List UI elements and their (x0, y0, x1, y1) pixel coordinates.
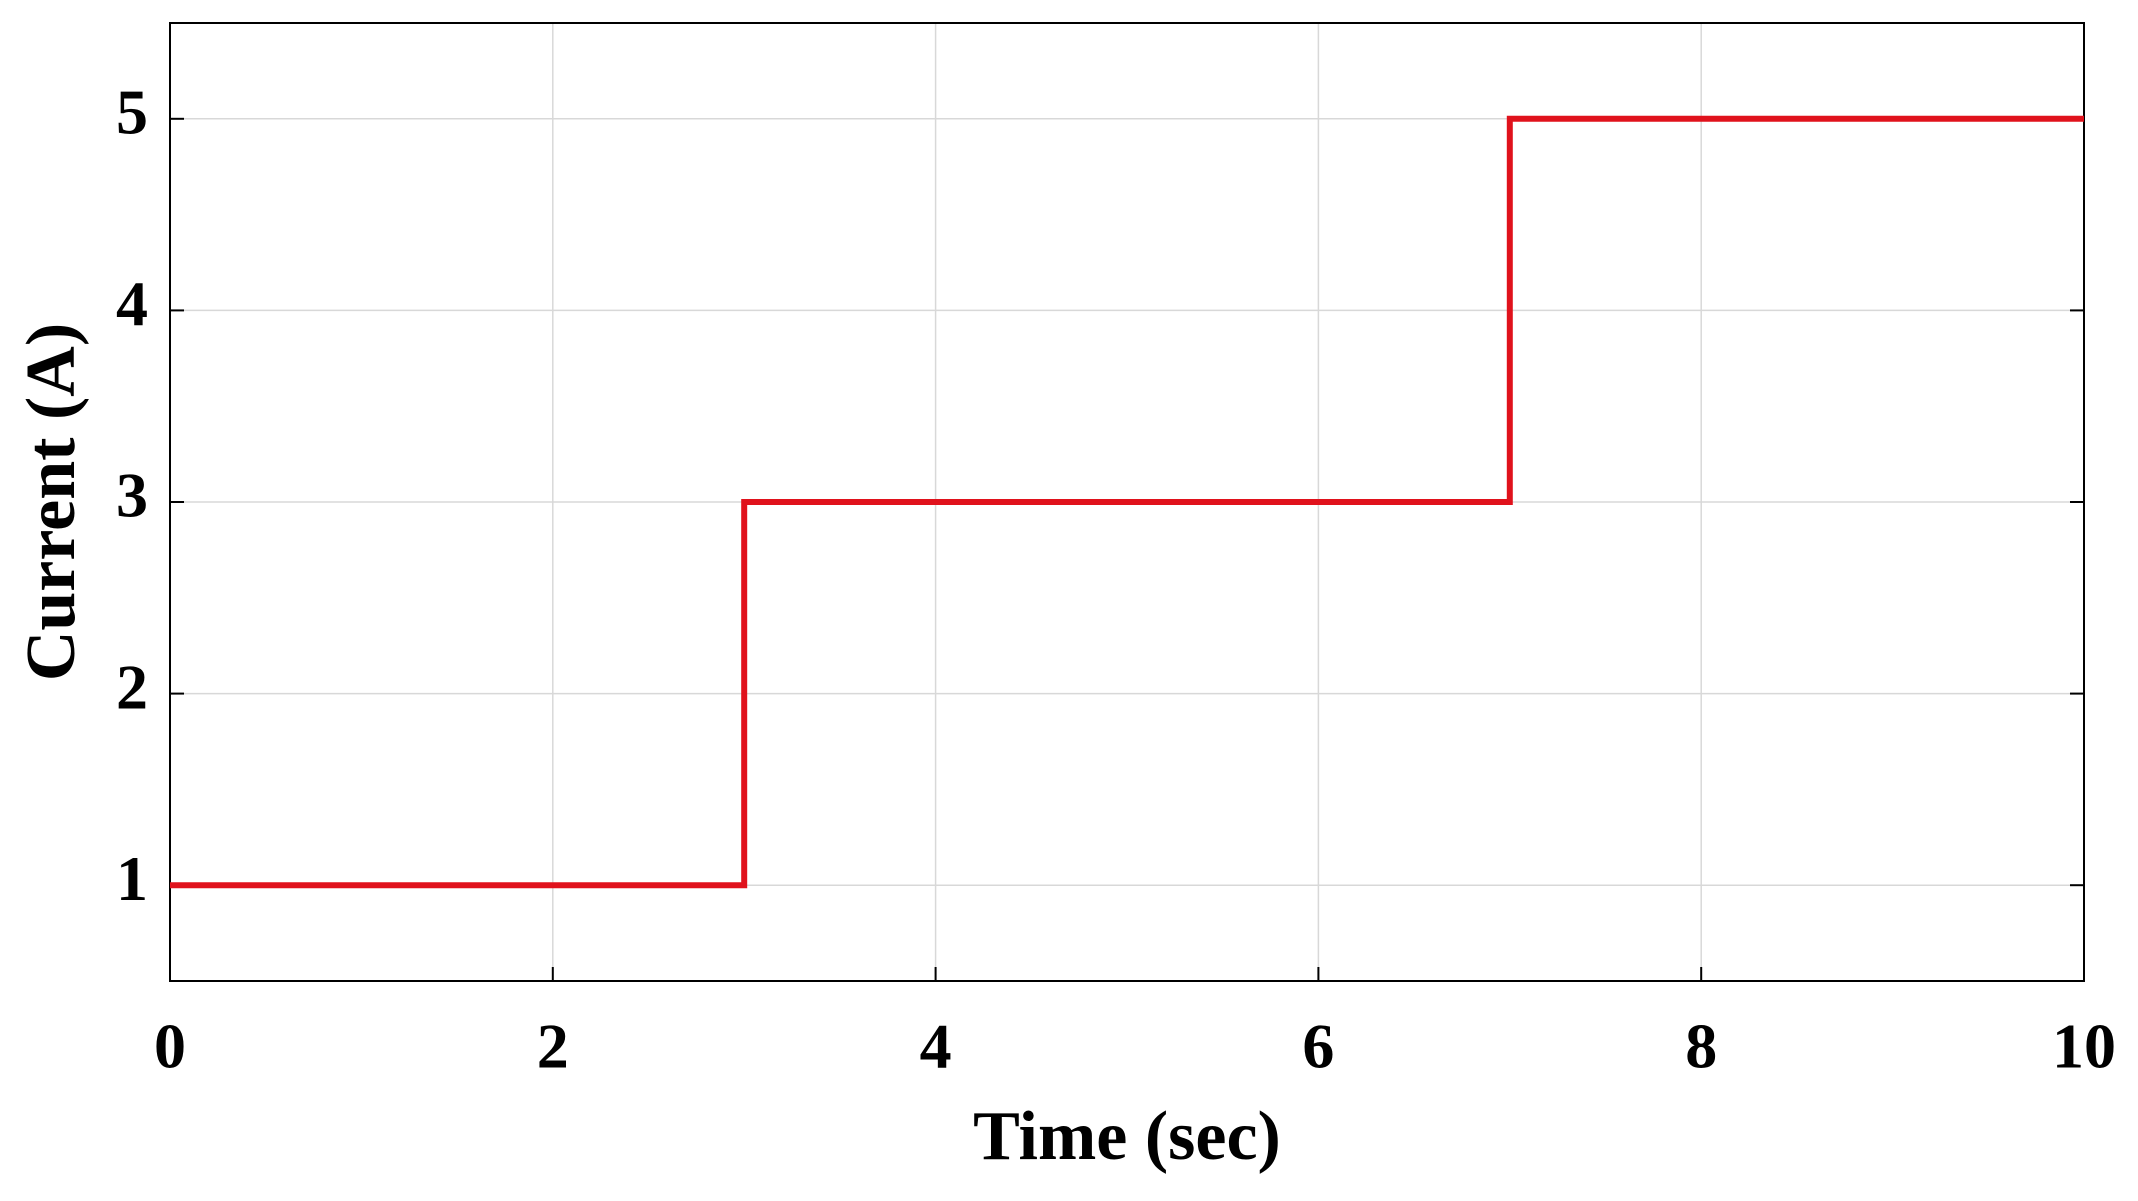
plot-frame (169, 22, 2085, 982)
y-tick-label: 4 (116, 268, 148, 339)
x-tick-label: 8 (1685, 1011, 1717, 1082)
x-tick-label: 0 (154, 1011, 186, 1082)
x-tick-label: 6 (1302, 1011, 1334, 1082)
x-tick-label: 4 (920, 1011, 952, 1082)
y-tick-label: 1 (116, 843, 148, 914)
line (170, 115, 2084, 889)
x-tick-label: 2 (537, 1011, 569, 1082)
y-tick-label: 2 (116, 651, 148, 722)
x-tick-label: 10 (2052, 1011, 2116, 1082)
x-axis-label: Time (sec) (973, 1098, 1281, 1175)
y-axis-label: Current (A) (13, 323, 90, 681)
y-tick-label: 3 (116, 460, 148, 531)
y-tick-label: 5 (116, 76, 148, 147)
